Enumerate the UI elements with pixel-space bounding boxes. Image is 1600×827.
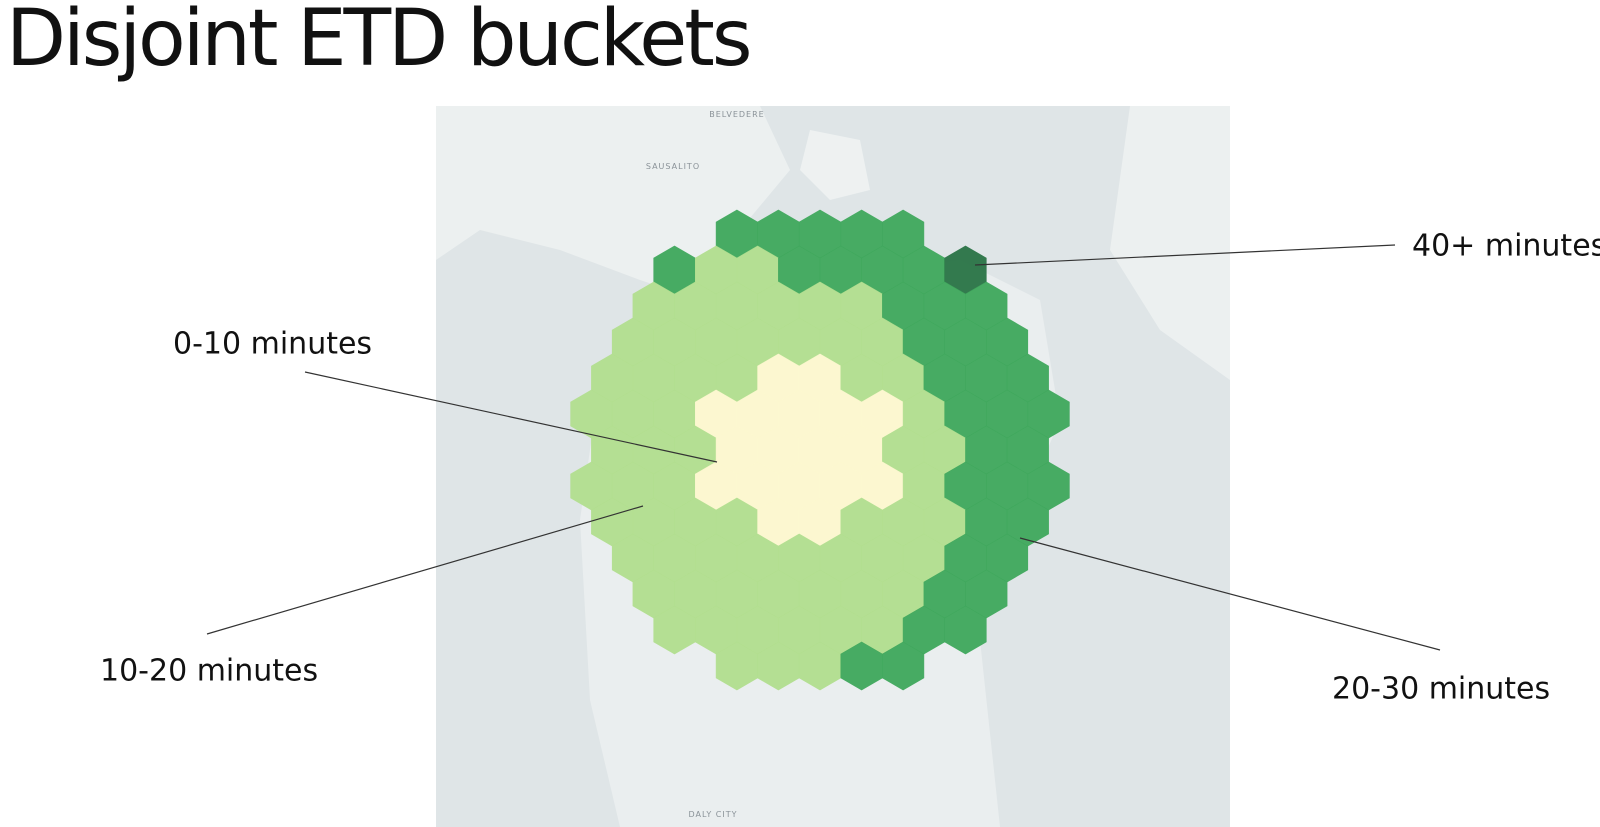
place-label: DALY CITY xyxy=(688,810,737,819)
callout-label: 0-10 minutes xyxy=(173,327,372,362)
place-label: BELVEDERE xyxy=(709,110,764,119)
map-land xyxy=(1110,106,1230,380)
callout-line xyxy=(206,505,644,635)
place-label: SAUSALITO xyxy=(646,162,700,171)
callout-label: 20-30 minutes xyxy=(1332,672,1550,707)
callout-layer: 0-10 minutes 10-20 minutes 20-30 minutes 40… xyxy=(100,229,1600,707)
hex-cell xyxy=(882,641,925,691)
callout-line xyxy=(304,371,718,463)
callout-line xyxy=(974,244,1396,266)
callout-label: 40+ minutes xyxy=(1412,229,1600,264)
map-land xyxy=(800,130,870,200)
slide-title: Disjoint ETD buckets xyxy=(6,0,752,84)
callout-label: 10-20 minutes xyxy=(100,654,318,689)
hex-layer xyxy=(570,209,1070,691)
hex-cell xyxy=(944,605,987,655)
callout-line xyxy=(1019,537,1441,651)
map-land xyxy=(436,106,790,300)
